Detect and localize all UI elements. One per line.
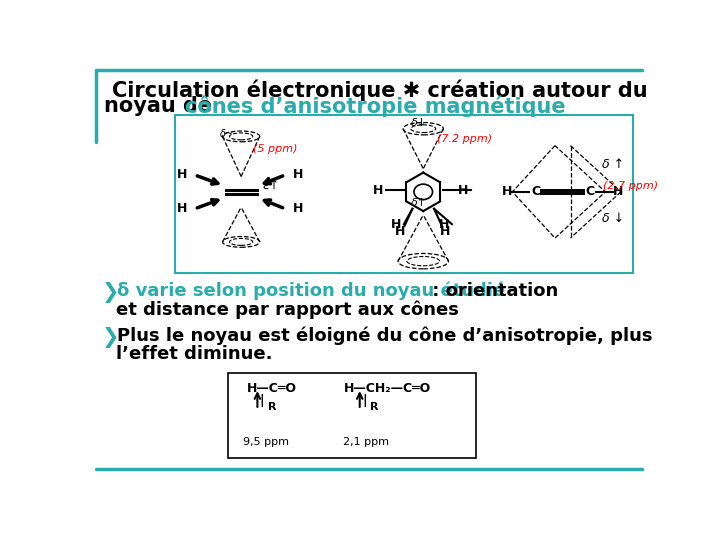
Text: H: H — [176, 202, 187, 215]
Text: noyau de: noyau de — [104, 96, 220, 116]
Text: l’effet diminue.: l’effet diminue. — [116, 345, 272, 363]
Text: ❯: ❯ — [102, 327, 119, 348]
Text: cônes d’anisotropie magnétique: cônes d’anisotropie magnétique — [184, 96, 565, 117]
Text: R: R — [269, 402, 276, 412]
Text: δ varie selon position du noyau étudié: δ varie selon position du noyau étudié — [117, 282, 505, 300]
Text: ❯: ❯ — [102, 282, 119, 303]
Text: (2.7 ppm): (2.7 ppm) — [603, 181, 658, 191]
Text: H—C═O: H—C═O — [248, 382, 297, 395]
Text: C: C — [585, 185, 595, 198]
Text: R: R — [370, 402, 378, 412]
Bar — [175, 115, 632, 273]
Text: Plus le noyau est éloigné du cône d’anisotropie, plus: Plus le noyau est éloigné du cône d’anis… — [117, 327, 652, 345]
Text: H: H — [438, 218, 449, 231]
Text: H: H — [176, 168, 187, 181]
Text: |: | — [362, 394, 366, 407]
Text: 9,5 ppm: 9,5 ppm — [243, 437, 289, 447]
Text: H: H — [293, 168, 303, 181]
Text: H: H — [372, 184, 383, 197]
Text: C: C — [531, 185, 540, 198]
Text: δ ↑: δ ↑ — [601, 158, 624, 171]
Text: |: | — [260, 394, 264, 407]
Text: ε↑: ε↑ — [263, 179, 280, 192]
Text: δ↓: δ↓ — [411, 118, 428, 127]
Text: et distance par rapport aux cônes: et distance par rapport aux cônes — [116, 300, 459, 319]
Text: H: H — [440, 225, 450, 238]
Text: H: H — [502, 185, 512, 198]
Text: (7.2 ppm): (7.2 ppm) — [437, 134, 492, 145]
Text: δ ↓: δ ↓ — [601, 212, 624, 225]
Text: (5 ppm): (5 ppm) — [253, 145, 297, 154]
Text: H: H — [293, 202, 303, 215]
Text: H: H — [390, 218, 401, 231]
Text: δ↑: δ↑ — [411, 198, 428, 207]
Text: H: H — [395, 225, 405, 238]
Text: 2,1 ppm: 2,1 ppm — [343, 437, 389, 447]
Text: H: H — [458, 184, 468, 197]
Text: δ~: δ~ — [220, 129, 234, 139]
Text: H—CH₂—C═O: H—CH₂—C═O — [344, 382, 431, 395]
Text: Circulation électronique ✱ création autour du: Circulation électronique ✱ création auto… — [112, 79, 647, 101]
Bar — [228, 373, 476, 457]
Text: H: H — [613, 185, 624, 198]
Text: : orientation: : orientation — [426, 282, 558, 300]
